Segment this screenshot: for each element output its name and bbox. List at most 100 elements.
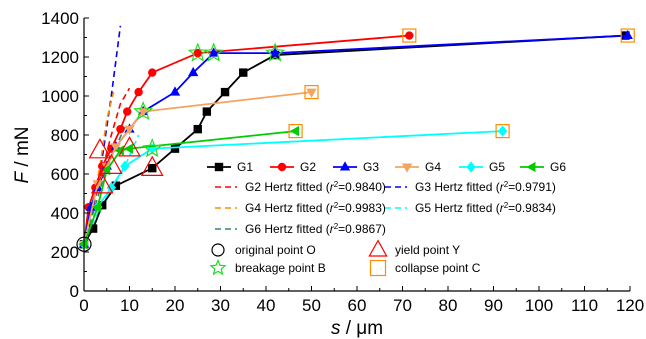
data-point [497, 125, 508, 137]
legend-marker [368, 239, 388, 257]
legend-label: G3 Hertz fitted (r2=0.9791) [415, 180, 556, 195]
special-point [203, 42, 224, 62]
legend-series-g5: G5 [459, 160, 505, 174]
x-tick-label: 10 [120, 296, 139, 315]
special-point [140, 155, 164, 176]
data-point [202, 107, 212, 116]
special-point [88, 138, 112, 159]
special-point [265, 42, 286, 62]
legend-marker [209, 258, 227, 276]
legend-fit-1: G2 Hertz fitted (r2=0.9840) [215, 180, 386, 195]
data-point [169, 86, 181, 96]
collapse-point-c [288, 28, 635, 139]
legend-label: breakage point B [235, 261, 326, 275]
data-point [269, 47, 281, 57]
legend-original-point-o: original point O [211, 243, 316, 257]
special-point [495, 123, 510, 139]
special-point [142, 138, 163, 158]
data-point [120, 160, 130, 172]
legend: G1 G2 G3 G4 G5 G6 G2 Hertz fitted (r2=0.9840) G… [207, 160, 566, 277]
special-point [620, 28, 635, 43]
y-tick-label: 0 [70, 282, 79, 301]
special-point [133, 101, 154, 121]
data-point [193, 124, 202, 134]
data-point [188, 66, 199, 77]
data-point [220, 87, 230, 97]
legend-series-g1: G1 [207, 160, 253, 174]
legend-label: G2 Hertz fitted (r2=0.9840) [245, 180, 386, 195]
legend-fit-3: G4 Hertz fitted (r2=0.9983) [215, 201, 386, 216]
data-point [622, 29, 633, 40]
x-tick-label: 80 [439, 296, 458, 315]
series-g1 [79, 31, 630, 249]
legend-breakage-point-b: breakage point B [209, 258, 326, 276]
x-tick-label: 30 [211, 296, 230, 315]
data-point [289, 125, 300, 137]
data-point [91, 201, 102, 213]
legend-marker [466, 161, 476, 173]
data-point [148, 68, 157, 77]
legend-label: G6 Hertz fitted (r2=0.9867) [245, 222, 386, 237]
special-point [90, 173, 114, 194]
legend-label: G4 Hertz fitted (r2=0.9983) [245, 201, 386, 216]
data-point [193, 48, 202, 58]
y-tick-label: 1000 [41, 87, 79, 106]
x-tick-label: 50 [302, 296, 321, 315]
special-points [76, 28, 635, 252]
data-point [405, 31, 414, 40]
x-axis-label: s / μm [331, 318, 383, 339]
data-point [123, 143, 133, 154]
legend-label: G1 [237, 160, 253, 174]
data-point [239, 68, 248, 77]
special-point [288, 123, 303, 139]
data-point [306, 88, 317, 98]
special-point [304, 84, 319, 100]
data-point [92, 180, 103, 190]
y-tick-label: 1200 [41, 48, 79, 67]
legend-fit-5: G6 Hertz fitted (r2=0.9867) [215, 222, 386, 237]
legend-label: yield point Y [395, 243, 460, 257]
legend-marker [211, 243, 225, 257]
data-point [123, 107, 132, 116]
legend-marker [339, 161, 351, 171]
legend-label: G6 [550, 160, 566, 174]
data-point [110, 143, 122, 153]
legend-series-g2: G2 [270, 160, 316, 174]
special-point [402, 28, 417, 43]
legend-fit-4: G5 Hertz fitted (r2=0.9834) [385, 201, 556, 216]
x-tick-label: 90 [484, 296, 503, 315]
legend-marker [369, 259, 387, 277]
y-tick-label: 400 [51, 204, 79, 223]
legend-label: G2 [300, 160, 316, 174]
data-point [116, 124, 125, 134]
data-point [208, 47, 219, 57]
data-point [124, 125, 135, 135]
y-axis-label: F / mN [12, 126, 33, 183]
data-series [78, 29, 633, 250]
legend-label: G5 Hertz fitted (r2=0.9834) [415, 201, 556, 216]
series-g6 [78, 125, 300, 250]
legend-label: original point O [235, 243, 316, 257]
legend-label: G4 [425, 160, 441, 174]
data-point [101, 164, 111, 176]
legend-fit-2: G3 Hertz fitted (r2=0.9791) [385, 180, 556, 195]
x-tick-label: 60 [348, 296, 367, 315]
legend-collapse-point-c: collapse point C [369, 259, 481, 277]
y-tick-label: 800 [51, 126, 79, 145]
y-tick-label: 600 [51, 165, 79, 184]
data-point [78, 239, 88, 250]
yield-point-y [88, 136, 164, 194]
legend-series-g3: G3 [333, 160, 379, 174]
special-point [118, 136, 141, 157]
x-tick-label: 20 [166, 296, 185, 315]
legend-marker [214, 162, 224, 172]
legend-marker [401, 163, 413, 173]
data-point [148, 163, 157, 173]
legend-label: G5 [489, 160, 505, 174]
data-point [137, 108, 149, 118]
legend-label: collapse point C [395, 261, 481, 275]
data-point [170, 144, 180, 153]
legend-marker [277, 162, 287, 172]
x-tick-label: 0 [79, 296, 88, 315]
